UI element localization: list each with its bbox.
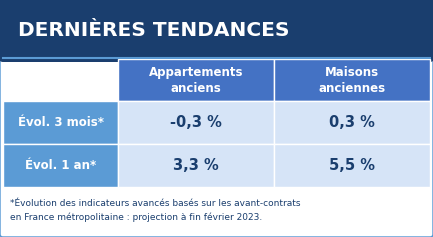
Text: Appartements
anciens: Appartements anciens: [149, 65, 243, 95]
Text: 0,3 %: 0,3 %: [329, 115, 375, 130]
Bar: [3, 101, 118, 144]
Text: *Évolution des indicateurs avancés basés sur les avant-contrats: *Évolution des indicateurs avancés basés…: [10, 199, 301, 208]
Text: -0,3 %: -0,3 %: [170, 115, 222, 130]
Bar: [274, 144, 430, 187]
Bar: [118, 101, 274, 144]
Bar: [118, 59, 274, 101]
Bar: [3, 48, 430, 58]
Bar: [118, 144, 274, 187]
Text: Maisons
anciennes: Maisons anciennes: [318, 65, 385, 95]
Text: 5,5 %: 5,5 %: [329, 158, 375, 173]
Bar: [274, 59, 430, 101]
FancyBboxPatch shape: [0, 0, 433, 62]
Bar: [274, 101, 430, 144]
Text: Évol. 3 mois*: Évol. 3 mois*: [17, 116, 103, 129]
Text: Évol. 1 an*: Évol. 1 an*: [25, 159, 96, 172]
Bar: [3, 144, 118, 187]
Text: 3,3 %: 3,3 %: [173, 158, 219, 173]
Text: en France métropolitaine : projection à fin février 2023.: en France métropolitaine : projection à …: [10, 212, 262, 222]
Text: DERNIÈRES TENDANCES: DERNIÈRES TENDANCES: [18, 21, 290, 40]
